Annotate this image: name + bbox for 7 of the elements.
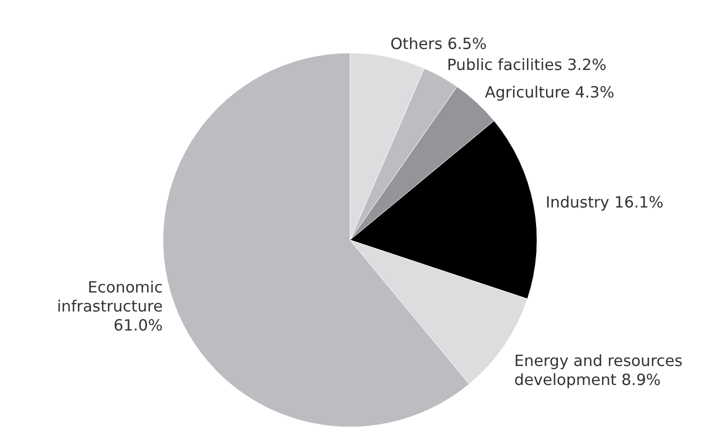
slice-label: Economic infrastructure	[56, 278, 163, 316]
slice-label: Public facilities 3.2%	[446, 56, 606, 74]
slice-label: Industry 16.1%	[546, 194, 664, 212]
slice-label: Energy and resources development 8.9%	[514, 352, 683, 390]
slice-label: Agriculture 4.3%	[484, 84, 614, 102]
slice-label: Others 6.5%	[390, 35, 487, 54]
data-label: 61.0%	[114, 316, 163, 335]
